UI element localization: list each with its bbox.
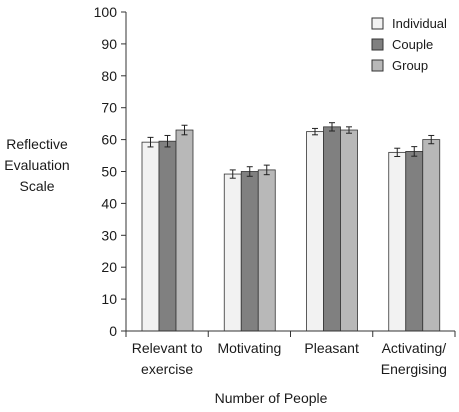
bars <box>141 126 441 332</box>
x-tick-label: Relevant to <box>132 340 203 356</box>
bar-group-2 <box>340 129 358 332</box>
x-tick-label: exercise <box>141 361 193 377</box>
y-axis-title-line: Scale <box>19 178 54 194</box>
x-tick-label: Activating/ <box>382 340 447 356</box>
bar-group-3 <box>422 139 441 332</box>
error-bars <box>147 122 435 179</box>
y-tick-label: 50 <box>101 164 117 180</box>
bar-individual-2 <box>306 131 324 332</box>
legend: Individual Couple Group <box>371 16 447 73</box>
legend-label: Group <box>392 58 428 73</box>
bar-group-0 <box>175 129 194 332</box>
y-tick-label: 70 <box>101 100 117 116</box>
bar-individual-3 <box>388 151 407 332</box>
bar-couple-3 <box>405 151 424 332</box>
legend-swatch-couple <box>371 38 384 51</box>
x-axis-title: Number of People <box>215 390 328 406</box>
y-tick-label: 0 <box>109 323 117 339</box>
x-tick-label: Motivating <box>217 340 281 356</box>
legend-swatch-individual <box>371 17 384 30</box>
y-tick-label: 20 <box>101 259 117 275</box>
bar-couple-2 <box>323 126 341 332</box>
legend-label: Individual <box>392 16 447 31</box>
bar-couple-1 <box>240 171 259 332</box>
y-tick-label: 60 <box>101 132 117 148</box>
x-tick-label: Energising <box>381 361 447 377</box>
x-axis-ticks <box>125 331 456 337</box>
y-tick-label: 30 <box>101 227 117 243</box>
y-axis-ticks: 0 10 20 30 40 50 60 70 80 90 100 <box>94 4 126 339</box>
x-axis-category-labels: Relevant to exercise Motivating Pleasant Act… <box>132 340 447 377</box>
bar-group-1 <box>257 169 276 332</box>
y-tick-label: 40 <box>101 195 117 211</box>
y-axis-title-line: Reflective <box>6 136 68 152</box>
legend-swatch-group <box>371 59 384 72</box>
bar-individual-0 <box>141 141 160 332</box>
legend-label: Couple <box>392 37 433 52</box>
y-axis-title-line: Evaluation <box>4 157 69 173</box>
y-tick-label: 90 <box>101 36 117 52</box>
y-tick-label: 10 <box>101 291 117 307</box>
bar-couple-0 <box>158 140 177 332</box>
y-axis-title: Reflective Evaluation Scale <box>4 136 69 194</box>
y-tick-label: 100 <box>94 4 118 20</box>
y-tick-label: 80 <box>101 68 117 84</box>
bar-individual-1 <box>223 173 242 332</box>
x-tick-label: Pleasant <box>304 340 359 356</box>
